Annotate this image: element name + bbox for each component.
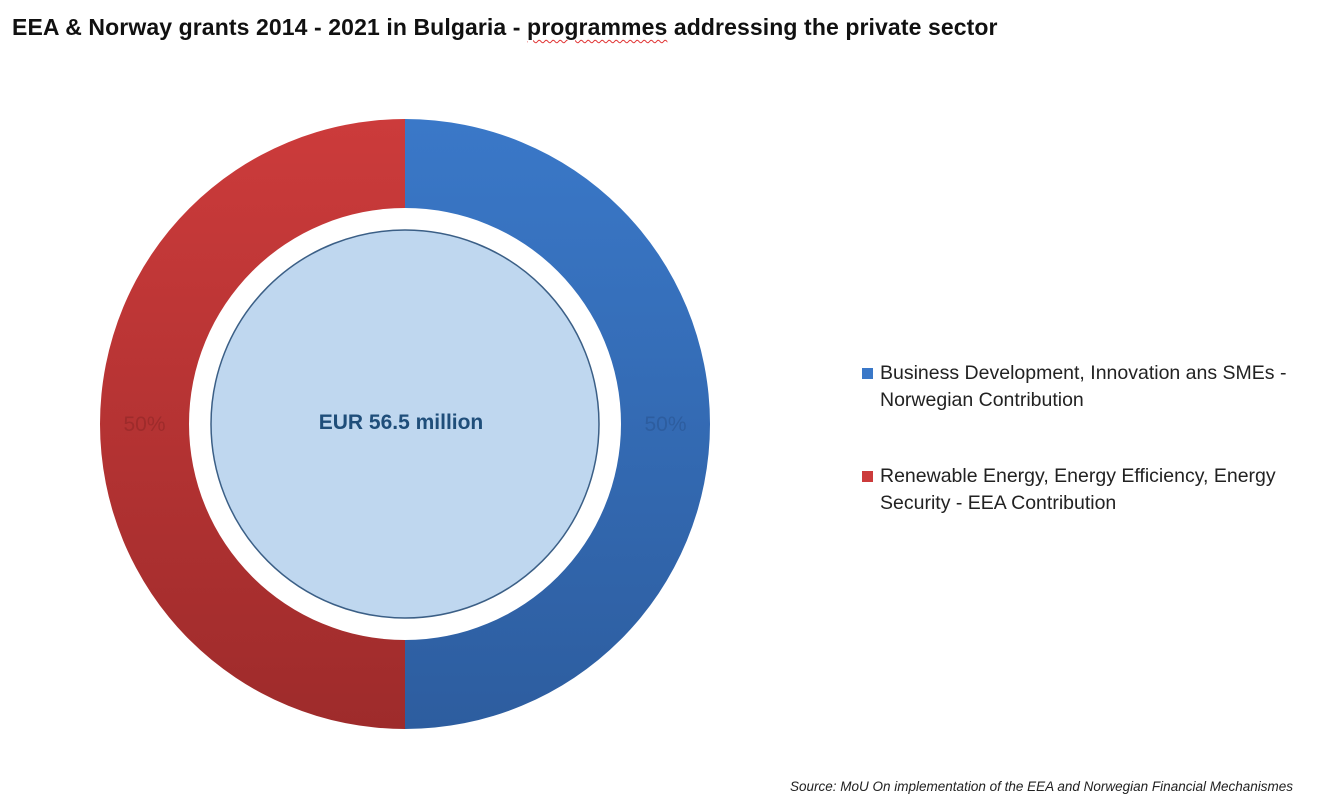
center-label: EUR 56.5 million [319,411,484,434]
chart-title-part-3: addressing the private sector [667,14,998,40]
chart-legend: Business Development, Innovation ans SME… [862,360,1322,566]
slice-labels: 50% 50% [123,413,686,436]
center-circle [210,229,600,619]
legend-label-1: Business Development, Innovation ans SME… [880,362,1287,411]
chart-title-part-1: EEA & Norway grants 2014 - 2021 in Bulga… [12,14,528,40]
legend-swatch-2 [862,471,873,482]
chart-title-part-2: programmes [527,14,668,40]
legend-swatch-1 [862,368,873,379]
doughnut-slices [100,119,710,729]
doughnut-slice-1 [405,119,710,729]
slice-label-1: 50% [644,413,686,436]
source-note: Source: MoU On implementation of the EEA… [790,779,1293,794]
legend-item-2: Renewable Energy, Energy Efficiency, Ene… [862,463,1322,517]
doughnut-slice-2 [100,119,405,729]
legend-item-1: Business Development, Innovation ans SME… [862,360,1322,414]
legend-label-2: Renewable Energy, Energy Efficiency, Ene… [880,465,1276,514]
slice-label-2: 50% [123,413,165,436]
chart-title: EEA & Norway grants 2014 - 2021 in Bulga… [12,14,998,41]
